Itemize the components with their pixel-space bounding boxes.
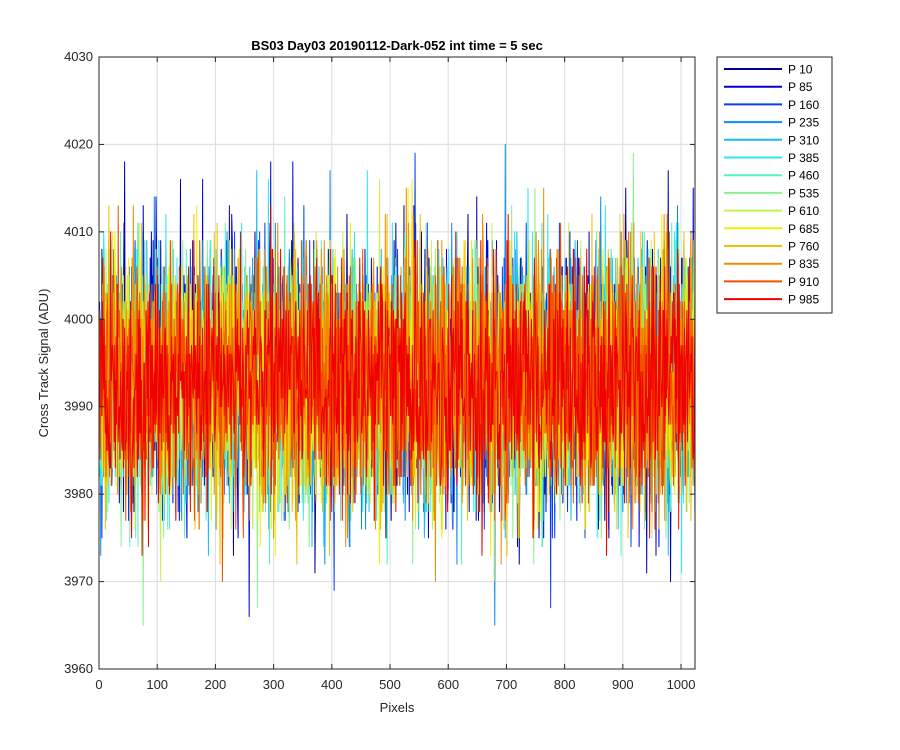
x-tick-label: 400 <box>321 677 343 692</box>
legend-label: P 535 <box>788 186 819 200</box>
chart-title: BS03 Day03 20190112-Dark-052 int time = … <box>251 38 543 53</box>
legend-label: P 160 <box>788 98 819 112</box>
x-tick-label: 0 <box>95 677 102 692</box>
legend-label: P 235 <box>788 116 819 130</box>
x-tick-label: 800 <box>554 677 576 692</box>
legend-box <box>716 56 833 314</box>
x-tick-label: 300 <box>263 677 285 692</box>
legend-label: P 835 <box>788 257 819 271</box>
legend-label: P 685 <box>788 222 819 236</box>
x-tick-label: 600 <box>437 677 459 692</box>
y-tick-label: 3990 <box>64 399 93 414</box>
axis-ticks: 0 100 200 300 400 500 600 700 800 900 1000 3960 3970… <box>64 49 695 692</box>
legend-label: P 310 <box>788 133 819 147</box>
legend-label: P 10 <box>788 63 813 77</box>
x-axis-label: Pixels <box>380 700 415 715</box>
legend-label: P 910 <box>788 275 819 289</box>
y-axis-label: Cross Track Signal (ADU) <box>36 289 51 438</box>
x-tick-label: 200 <box>205 677 227 692</box>
legend-label: P 610 <box>788 204 819 218</box>
y-tick-label: 4010 <box>64 224 93 239</box>
legend-label: P 985 <box>788 293 819 307</box>
y-tick-label: 4030 <box>64 49 93 64</box>
y-tick-label: 3970 <box>64 574 93 589</box>
plot-frame <box>98 56 696 670</box>
legend-label: P 85 <box>788 80 813 94</box>
x-tick-label: 900 <box>612 677 634 692</box>
y-tick-label: 3960 <box>64 661 93 676</box>
legend-label: P 760 <box>788 240 819 254</box>
legend: P 10 P 85 P 160 P 235 P 310 P 385 P 460 P 535 P … <box>716 56 833 314</box>
y-tick-label: 4020 <box>64 136 93 151</box>
x-tick-label: 700 <box>496 677 518 692</box>
series-line-p-985 <box>99 205 696 556</box>
x-tick-label: 1000 <box>667 677 696 692</box>
x-tick-label: 500 <box>379 677 401 692</box>
legend-label: P 460 <box>788 169 819 183</box>
y-tick-label: 4000 <box>64 311 93 326</box>
series-lines <box>99 143 696 626</box>
legend-label: P 385 <box>788 151 819 165</box>
y-tick-label: 3980 <box>64 486 93 501</box>
x-tick-label: 100 <box>146 677 168 692</box>
